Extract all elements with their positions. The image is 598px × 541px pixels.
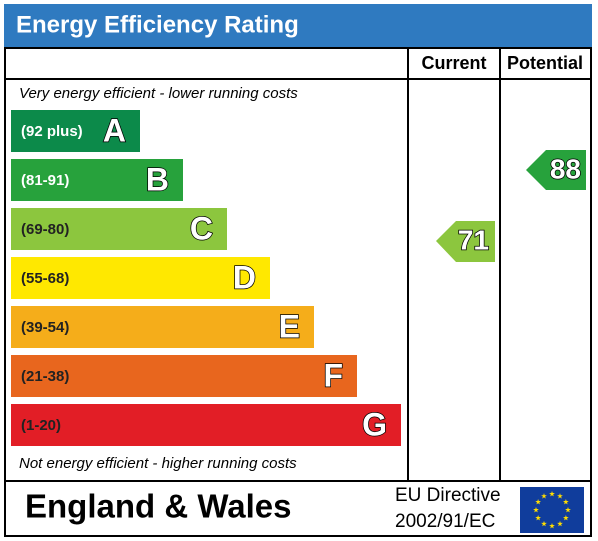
bands: (92 plus) A (81-91) B (69-80) C (55-68) D (39-54… <box>11 110 401 446</box>
band-range: (69-80) <box>21 221 69 238</box>
eu-star <box>549 523 555 529</box>
band-range: (39-54) <box>21 319 69 336</box>
directive: 2002/91/EC <box>395 511 495 532</box>
title: Energy Efficiency Rating <box>16 11 299 38</box>
eu-star <box>541 493 547 499</box>
band <box>11 355 357 397</box>
eu-star <box>535 515 541 521</box>
bottom-note: Not energy efficient - higher running co… <box>19 455 297 472</box>
eu-stars <box>533 491 571 529</box>
band-letter: E <box>279 308 300 344</box>
band-letter: D <box>233 259 256 295</box>
band-range: (1-20) <box>21 417 61 434</box>
band-range: (92 plus) <box>21 123 83 140</box>
band-letter: A <box>103 112 126 148</box>
band-range: (21-38) <box>21 368 69 385</box>
column-header: Current <box>421 53 486 73</box>
band <box>11 404 401 446</box>
eu-star <box>565 507 571 513</box>
band <box>11 257 270 299</box>
band <box>11 159 183 201</box>
eu-star <box>563 515 569 521</box>
top-note: Very energy efficient - lower running co… <box>19 85 298 102</box>
potential-arrow <box>526 150 586 190</box>
eu-star <box>541 520 547 527</box>
band <box>11 306 314 348</box>
frame <box>4 47 592 537</box>
band-range: (55-68) <box>21 270 69 287</box>
column-header: Potential <box>507 53 583 73</box>
eu-star <box>549 491 555 497</box>
eu-star <box>557 520 563 527</box>
band-letter: C <box>190 210 213 246</box>
title-bar <box>4 4 592 48</box>
band <box>11 110 140 152</box>
band-letter: G <box>362 406 387 442</box>
band <box>11 208 227 250</box>
band-range: (81-91) <box>21 172 69 189</box>
band-letter: B <box>146 161 169 197</box>
potential-rating: 88 <box>550 153 581 184</box>
band-letter: F <box>323 357 343 393</box>
region: England & Wales <box>25 488 291 525</box>
eu-star <box>533 507 539 513</box>
current-rating: 71 <box>458 224 489 255</box>
eu-star <box>535 499 541 505</box>
current-arrow <box>436 221 495 262</box>
eu-star <box>563 499 569 505</box>
directive: EU Directive <box>395 485 501 506</box>
eu-star <box>557 493 563 499</box>
